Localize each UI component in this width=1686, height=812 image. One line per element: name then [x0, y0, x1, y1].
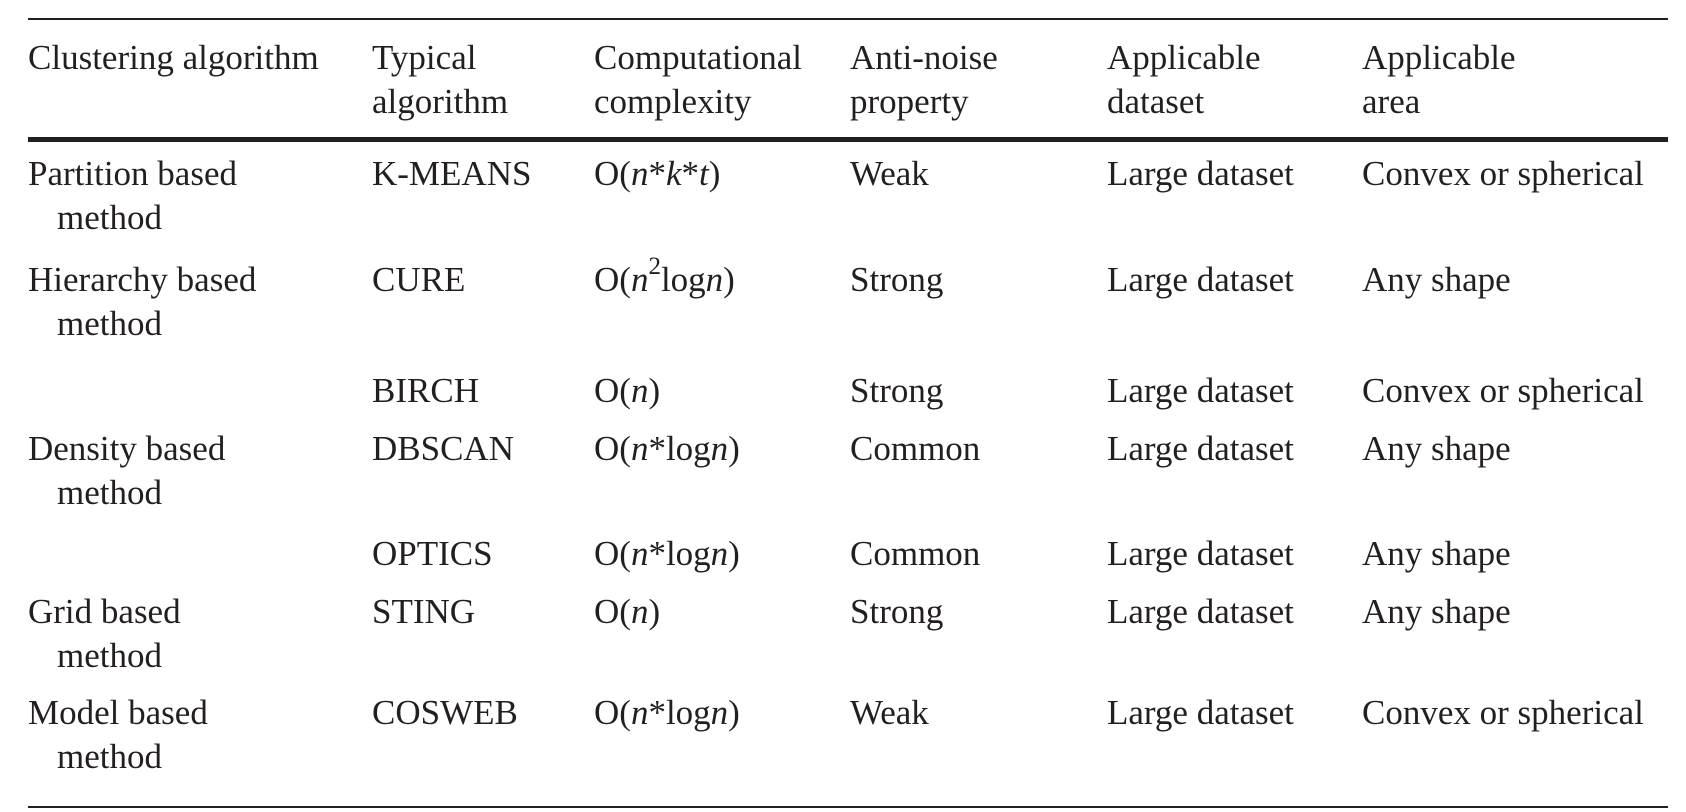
anti-noise-cell: Strong	[850, 260, 944, 299]
header-computational-complexity: Computational complexity	[594, 38, 803, 121]
header-applicable-area: Applicable area	[1362, 38, 1516, 121]
dataset-cell: Large dataset	[1107, 693, 1294, 732]
header-applicable-dataset: Applicable dataset	[1107, 38, 1261, 121]
area-cell: Any shape	[1362, 592, 1511, 631]
algorithm-cell: OPTICS	[372, 534, 493, 573]
algorithm-cell: K-MEANS	[372, 154, 532, 193]
header-anti-noise-property: Anti-noise property	[850, 38, 998, 121]
dataset-cell: Large dataset	[1107, 592, 1294, 631]
complexity-cell: O(n*k*t)	[594, 154, 721, 193]
algorithm-cell: CURE	[372, 260, 466, 299]
area-cell: Any shape	[1362, 429, 1511, 468]
anti-noise-cell: Common	[850, 429, 981, 468]
anti-noise-cell: Weak	[850, 154, 929, 193]
algorithm-cell: COSWEB	[372, 693, 518, 732]
complexity-cell: O(n*logn)	[594, 534, 740, 573]
dataset-cell: Large dataset	[1107, 429, 1294, 468]
method-cell: Partition based method	[28, 154, 237, 237]
complexity-cell: O(n2logn)	[594, 253, 735, 299]
area-cell: Convex or spherical	[1362, 154, 1644, 193]
anti-noise-cell: Common	[850, 534, 981, 573]
anti-noise-cell: Weak	[850, 693, 929, 732]
complexity-cell: O(n)	[594, 592, 661, 631]
header-typical-algorithm: Typical algorithm	[372, 38, 509, 121]
header-clustering-algorithm: Clustering algorithm	[28, 38, 319, 77]
anti-noise-cell: Strong	[850, 592, 944, 631]
dataset-cell: Large dataset	[1107, 371, 1294, 410]
dataset-cell: Large dataset	[1107, 154, 1294, 193]
dataset-cell: Large dataset	[1107, 260, 1294, 299]
complexity-cell: O(n*logn)	[594, 429, 740, 468]
table-header-rule	[28, 137, 1668, 142]
area-cell: Any shape	[1362, 534, 1511, 573]
algorithm-cell: STING	[372, 592, 476, 631]
method-cell: Hierarchy based method	[28, 260, 257, 343]
table-top-rule	[28, 18, 1668, 20]
method-cell: Model based method	[28, 693, 208, 776]
dataset-cell: Large dataset	[1107, 534, 1294, 573]
complexity-cell: O(n*logn)	[594, 693, 740, 732]
area-cell: Convex or spherical	[1362, 693, 1644, 732]
table-bottom-rule	[28, 806, 1668, 808]
area-cell: Convex or spherical	[1362, 371, 1644, 410]
algorithm-cell: DBSCAN	[372, 429, 514, 468]
anti-noise-cell: Strong	[850, 371, 944, 410]
algorithm-cell: BIRCH	[372, 371, 479, 410]
method-cell: Density based method	[28, 429, 226, 512]
method-cell: Grid based method	[28, 592, 181, 675]
complexity-cell: O(n)	[594, 371, 661, 410]
area-cell: Any shape	[1362, 260, 1511, 299]
